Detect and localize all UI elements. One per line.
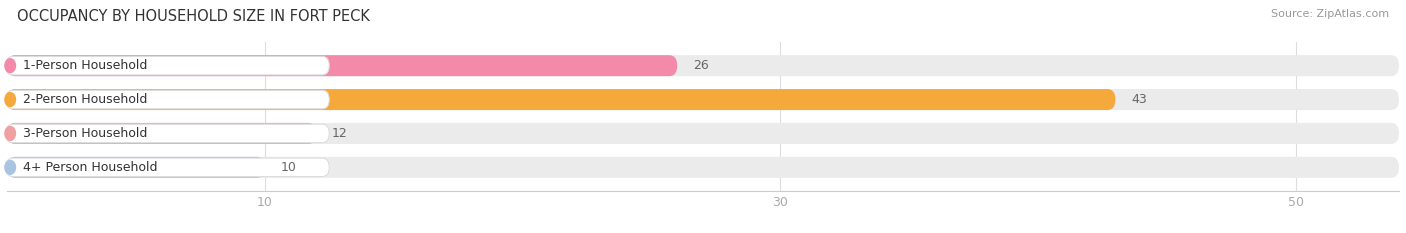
Text: 4+ Person Household: 4+ Person Household [24,161,157,174]
Circle shape [4,93,15,106]
FancyBboxPatch shape [7,55,1399,76]
Text: 2-Person Household: 2-Person Household [24,93,148,106]
Circle shape [4,160,15,174]
FancyBboxPatch shape [6,90,329,109]
Text: 1-Person Household: 1-Person Household [24,59,148,72]
Text: 43: 43 [1130,93,1147,106]
Text: Source: ZipAtlas.com: Source: ZipAtlas.com [1271,9,1389,19]
FancyBboxPatch shape [7,157,1399,178]
FancyBboxPatch shape [7,89,1399,110]
Text: 26: 26 [693,59,709,72]
FancyBboxPatch shape [7,157,264,178]
FancyBboxPatch shape [6,56,329,75]
Text: 10: 10 [280,161,297,174]
FancyBboxPatch shape [6,158,329,177]
FancyBboxPatch shape [6,124,329,143]
Circle shape [4,59,15,73]
FancyBboxPatch shape [7,123,316,144]
Text: 12: 12 [332,127,347,140]
Text: OCCUPANCY BY HOUSEHOLD SIZE IN FORT PECK: OCCUPANCY BY HOUSEHOLD SIZE IN FORT PECK [17,9,370,24]
Circle shape [4,127,15,140]
FancyBboxPatch shape [7,123,1399,144]
FancyBboxPatch shape [7,89,1115,110]
FancyBboxPatch shape [7,55,678,76]
Text: 3-Person Household: 3-Person Household [24,127,148,140]
